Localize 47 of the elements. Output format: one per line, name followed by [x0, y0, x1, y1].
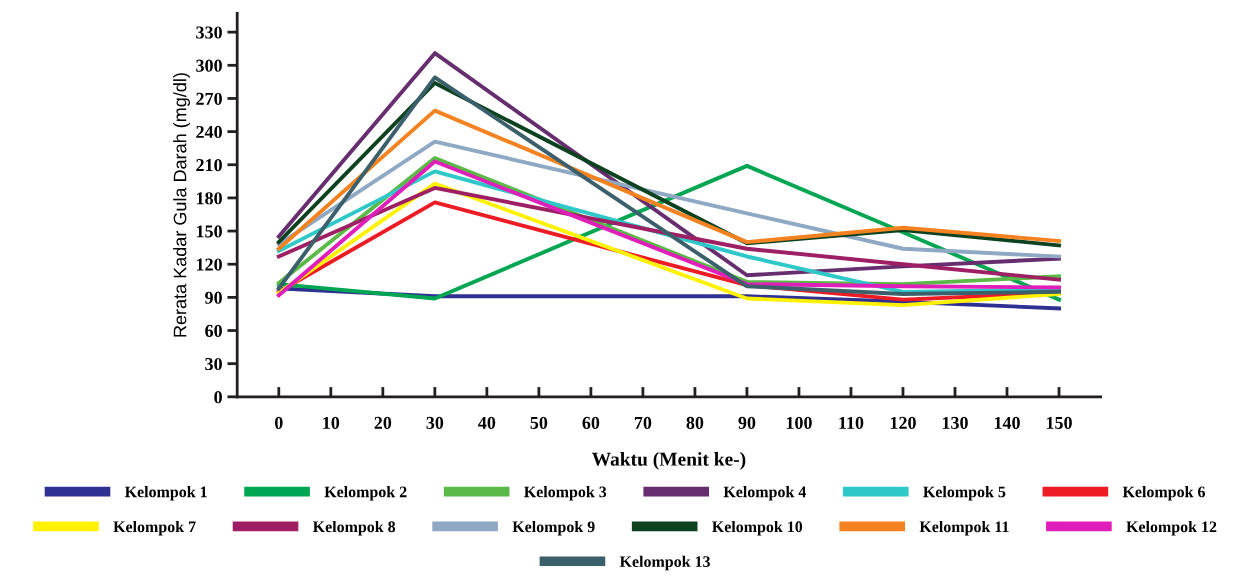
y-tick-label: 330 [196, 26, 222, 39]
y-tick-label: 240 [196, 125, 222, 139]
x-tick-label: 120 [890, 416, 916, 429]
x-tick-label: 60 [582, 416, 600, 429]
x-axis-title: Waktu (Menit ke-) [591, 452, 746, 470]
x-tick-label: 100 [786, 416, 812, 429]
x-tick-label: 110 [839, 416, 864, 429]
legend-label: Kelompok 12 [1126, 520, 1217, 536]
x-tick-label: 70 [634, 416, 652, 429]
y-tick-label: 270 [196, 92, 222, 105]
legend-label: Kelompok 7 [113, 520, 196, 536]
y-tick-label: 0 [214, 391, 222, 404]
line-series [276, 186, 1061, 282]
x-tick-label: 0 [274, 416, 283, 429]
y-tick-label: 90 [205, 291, 222, 304]
legend-label: Kelompok 9 [512, 520, 595, 536]
legend-label: Kelompok 6 [1122, 486, 1205, 501]
y-tick-label: 300 [196, 59, 222, 72]
legend-label: Kelompok 10 [712, 520, 803, 536]
x-tick-label: 30 [426, 416, 444, 429]
legend-label: Kelompok 8 [312, 520, 396, 536]
x-tick-label: 10 [323, 416, 340, 429]
y-tick-label: 150 [196, 225, 222, 238]
x-tick-label: 140 [994, 416, 1020, 429]
y-tick-label: 180 [196, 192, 222, 205]
legend-label: Kelompok 2 [324, 486, 407, 501]
x-tick-label: 90 [738, 416, 756, 429]
legend-label: Kelompok 3 [524, 486, 607, 501]
y-axis-title: Rerata Kadar Gula Darah (mg/dl) [173, 73, 190, 337]
y-tick-label: 30 [205, 357, 222, 371]
y-tick-label: 210 [196, 159, 222, 172]
line-series [276, 108, 1061, 251]
x-tick-label: 150 [1046, 416, 1072, 429]
y-tick-label: 120 [196, 258, 222, 271]
line-series [276, 181, 1061, 308]
x-tick-label: 40 [478, 416, 496, 429]
legend-label: Kelompok 1 [124, 486, 207, 501]
legend-label: Kelompok 5 [923, 486, 1006, 501]
legend-label: Kelompok 11 [919, 520, 1009, 536]
line-series [276, 75, 1061, 296]
x-tick-label: 50 [530, 416, 548, 429]
x-tick-label: 20 [374, 416, 392, 429]
x-tick-label: 130 [942, 416, 968, 429]
x-tick-label: 80 [686, 416, 704, 429]
y-tick-label: 60 [205, 324, 222, 337]
legend-label: Kelompok 13 [619, 555, 710, 571]
legend-label: Kelompok 4 [723, 486, 807, 501]
